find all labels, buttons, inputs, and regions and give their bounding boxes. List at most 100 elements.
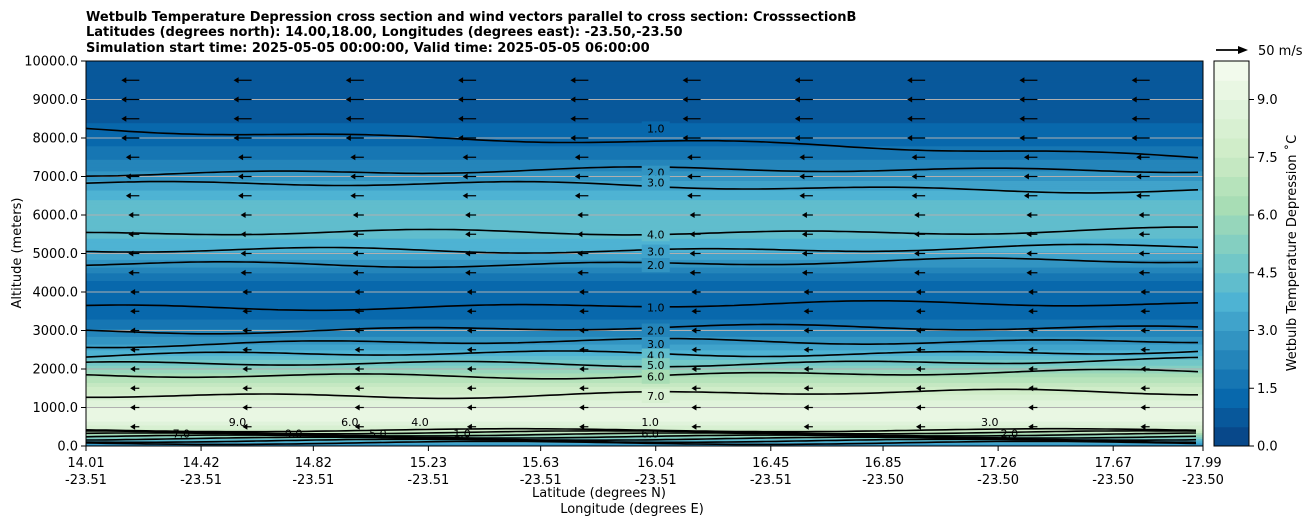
wind-vector-head <box>128 212 134 218</box>
wind-vector-head <box>240 212 246 218</box>
wind-vector-head <box>577 269 583 276</box>
wind-vector-head <box>125 192 131 199</box>
wind-vector-head <box>466 308 472 315</box>
contour-band <box>86 274 1203 278</box>
contour-line-near-surface <box>86 436 1197 441</box>
contour-band <box>86 78 1203 81</box>
wind-vector-head <box>128 269 134 276</box>
wind-vector-head <box>577 212 583 218</box>
wind-vector-head <box>689 250 695 257</box>
contour-band <box>86 424 1203 428</box>
contour-band <box>86 241 1203 245</box>
wind-vector-head <box>682 135 688 141</box>
wind-vector-head <box>1028 346 1034 353</box>
contour-band <box>86 280 1203 283</box>
contour-label: 5.0 <box>647 359 665 372</box>
contour-band <box>86 70 1203 74</box>
wind-vector-head <box>915 366 921 372</box>
wind-vector-head <box>1023 154 1029 161</box>
contour-band <box>86 155 1203 158</box>
contour-band <box>86 157 1203 160</box>
wind-vector-head <box>345 77 351 84</box>
x-axis-title-latitude: Latitude (degrees N) <box>532 486 666 501</box>
x-tick-label-latitude: 16.45 <box>752 456 789 471</box>
wind-vector-head <box>128 231 134 238</box>
contour-band <box>86 403 1203 407</box>
contour-label: 6.0 <box>647 371 665 384</box>
colorbar-band <box>1214 330 1249 351</box>
contour-label-bg <box>641 358 670 373</box>
contour-band <box>86 188 1203 191</box>
contour-band <box>86 91 1203 95</box>
contour-label: 4.0 <box>647 228 665 241</box>
contour-band <box>86 218 1203 222</box>
contour-label: 1.0 <box>647 122 665 135</box>
x-tick-label-latitude: 16.04 <box>637 456 674 471</box>
wind-vector-head <box>911 154 917 161</box>
contour-band <box>86 292 1203 295</box>
wind-vector-head <box>574 173 580 180</box>
contour-label-near-surface: 9.0 <box>285 428 303 441</box>
contour-band <box>86 76 1203 79</box>
x-axis: 14.01 -23.51 14.42 -23.51 14.82 -23.51 15.23 -2… <box>65 446 1224 488</box>
colorbar-band <box>1214 138 1249 158</box>
wind-vector-head <box>1140 423 1146 430</box>
contour-band <box>86 109 1203 112</box>
contour-label-bg <box>641 336 670 351</box>
wind-vector-head <box>799 173 805 180</box>
colorbar-tick-label: 7.5 <box>1257 151 1278 166</box>
wind-vector-head <box>687 173 693 180</box>
colorbar-tick-label: 3.0 <box>1257 324 1278 339</box>
wind-vector-head <box>130 385 136 392</box>
wind-vector-head <box>794 115 800 122</box>
wind-vector-head <box>1131 135 1137 141</box>
contour-band <box>86 209 1203 212</box>
contour-band <box>86 384 1203 387</box>
contour-band <box>86 295 1203 299</box>
contour-band <box>86 382 1203 385</box>
contour-band <box>86 220 1203 224</box>
wind-vector-head <box>1140 385 1146 392</box>
wind-vector-head <box>242 308 248 315</box>
wind-vector-head <box>579 423 585 430</box>
contour-band <box>86 197 1203 201</box>
wind-vector-head <box>462 192 468 199</box>
wind-vector-head <box>130 308 136 315</box>
colorbar-band <box>1214 195 1249 216</box>
wind-vector-head <box>579 327 585 334</box>
wind-vector-head <box>682 96 688 103</box>
contour-band <box>86 284 1203 287</box>
y-tick-label: 5000.0 <box>33 247 79 262</box>
contour-label-near-surface: 6.0 <box>341 416 359 429</box>
colorbar-band <box>1214 118 1249 139</box>
wind-vector-head <box>240 231 246 238</box>
wind-vector-head <box>130 327 136 334</box>
contour-band <box>86 195 1203 199</box>
contour-label: 7.0 <box>647 390 665 403</box>
wind-vector-head <box>1028 308 1034 315</box>
x-tick-label-latitude: 17.26 <box>980 456 1017 471</box>
wind-vector-head <box>345 96 351 103</box>
wind-vector-head <box>803 385 809 392</box>
contour-band <box>86 62 1203 66</box>
contour-band <box>86 64 1203 68</box>
y-tick-label: 2000.0 <box>33 363 79 378</box>
wind-vector-head <box>121 135 127 141</box>
colorbar-band <box>1214 61 1249 81</box>
wind-key-label: 50 m/s <box>1258 44 1303 59</box>
contour-line-near-surface <box>86 434 1197 439</box>
wind-vector-head <box>689 269 695 276</box>
wind-vector-head <box>915 404 921 411</box>
wind-vector-head <box>1140 366 1146 372</box>
colorbar-band <box>1214 99 1249 120</box>
x-tick-label-latitude: 15.23 <box>410 456 447 471</box>
x-tick-label-longitude: -23.50 <box>1092 473 1134 488</box>
wind-vector-head <box>1019 77 1025 84</box>
contour-band <box>86 82 1203 85</box>
contour-label-bg <box>641 323 670 338</box>
contour-label: 1.0 <box>647 301 665 314</box>
contour-band <box>86 417 1203 420</box>
wind-vector-head <box>1019 135 1025 141</box>
x-tick-label-longitude: -23.50 <box>862 473 904 488</box>
wind-vector-head <box>466 327 472 334</box>
